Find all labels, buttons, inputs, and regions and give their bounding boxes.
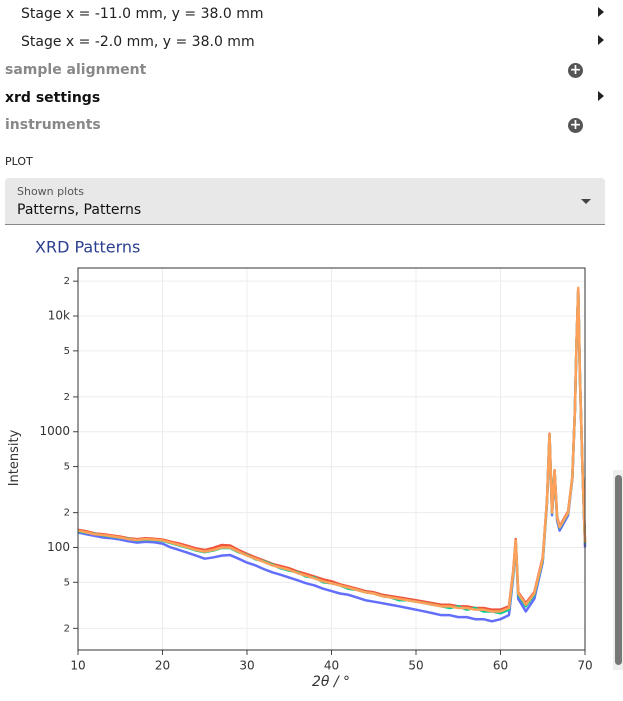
section-header[interactable]: instruments	[5, 117, 101, 133]
y-tick-label: 1000	[39, 424, 70, 438]
dropdown-arrow	[581, 199, 591, 204]
x-tick-label: 50	[408, 659, 423, 673]
section-header[interactable]: sample alignment	[5, 62, 147, 78]
stage-item[interactable]: Stage x = -2.0 mm, y = 38.0 mm	[21, 34, 255, 50]
x-tick-label: 70	[577, 659, 592, 673]
x-tick-label: 60	[493, 659, 508, 673]
x-tick-label: 30	[239, 659, 254, 673]
y-tick-label: 5	[64, 346, 70, 357]
plot-frame	[77, 267, 586, 651]
add-button[interactable]: +	[568, 62, 583, 78]
y-tick-label: 2	[64, 623, 70, 634]
x-tick-label: 10	[70, 659, 85, 673]
x-tick-label: 40	[324, 659, 339, 673]
scrollbar-track	[613, 470, 623, 670]
expand-arrow[interactable]	[598, 7, 604, 17]
chart: XRD Patterns 2θ / ° Intensity 10 20 30 40 50…	[7, 238, 593, 691]
y-tick-label: 10k	[48, 309, 70, 323]
y-tick-label: 2	[64, 508, 70, 519]
series-line	[77, 286, 587, 613]
y-tick-label: 2	[64, 276, 70, 287]
select-box[interactable]: Shown plots Patterns, Patterns	[5, 178, 605, 225]
add-button[interactable]: +	[568, 117, 583, 133]
y-axis-title: Intensity	[7, 429, 22, 486]
select-label: Shown plots	[17, 185, 84, 198]
stage-item[interactable]: Stage x = -11.0 mm, y = 38.0 mm	[21, 6, 264, 22]
section-header[interactable]: xrd settings	[5, 90, 101, 106]
y-tick-label: 2	[64, 392, 70, 403]
chart-title: XRD Patterns	[35, 238, 140, 257]
scrollbar-thumb[interactable]	[615, 475, 622, 665]
expand-arrow[interactable]	[598, 35, 604, 45]
x-tick-label: 20	[155, 659, 170, 673]
select-value: Patterns, Patterns	[17, 202, 142, 218]
y-tick-label: 100	[47, 540, 70, 554]
x-axis-title: 2θ / °	[312, 674, 350, 690]
expand-arrow[interactable]	[598, 91, 604, 101]
plot-heading: PLOT	[5, 155, 33, 168]
y-tick-label: 5	[64, 462, 70, 473]
y-tick-label: 5	[64, 577, 70, 588]
